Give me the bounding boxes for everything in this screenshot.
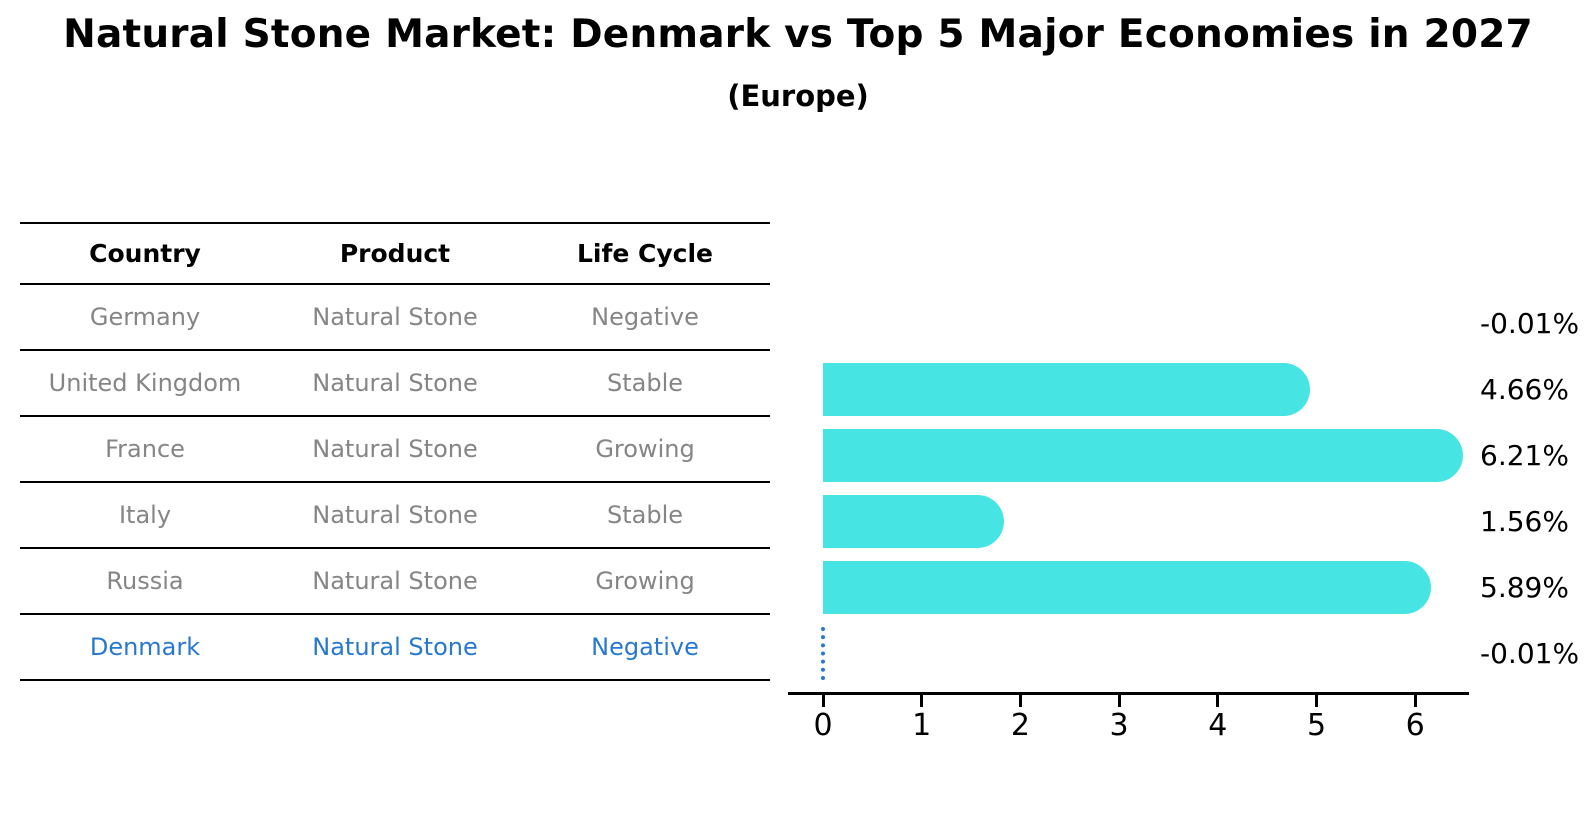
cell-country: Italy <box>118 501 172 529</box>
x-axis-tick-0 <box>821 695 825 707</box>
bar-value-label-russia: 5.89% <box>1480 571 1569 604</box>
table-row-italy: Italy Natural Stone Stable <box>20 483 770 549</box>
cell-life-cycle: Growing <box>595 567 695 595</box>
cell-country: Russia <box>106 567 184 595</box>
table-header-row: Country Product Life Cycle <box>20 224 770 285</box>
column-header-product: Product <box>339 239 451 268</box>
x-axis-line <box>788 692 1469 695</box>
x-axis-tick-label-1: 1 <box>912 708 932 743</box>
bar-italy <box>823 495 1004 548</box>
cell-product: Natural Stone <box>312 567 478 595</box>
cell-country: France <box>105 435 185 463</box>
x-axis-tick-label-5: 5 <box>1306 708 1327 743</box>
x-axis-tick-6 <box>1413 695 1417 707</box>
x-axis-tick-label-4: 4 <box>1208 708 1228 743</box>
cell-product: Natural Stone <box>312 501 478 529</box>
cell-life-cycle: Negative <box>591 303 699 331</box>
x-axis-tick-2 <box>1018 695 1022 707</box>
cell-product: Natural Stone <box>312 303 478 331</box>
bar-value-label-denmark: -0.01% <box>1480 637 1580 670</box>
column-header-country: Country <box>89 239 201 268</box>
bar-value-label-france: 6.21% <box>1480 439 1569 472</box>
table-row-germany: Germany Natural Stone Negative <box>20 285 770 351</box>
bar-value-label-italy: 1.56% <box>1480 505 1569 538</box>
cell-life-cycle: Stable <box>606 369 684 397</box>
cell-product: Natural Stone <box>312 435 478 463</box>
chart-subtitle: (Europe) <box>727 79 869 113</box>
cell-product: Natural Stone <box>312 633 478 661</box>
cell-country: Denmark <box>89 633 201 661</box>
highlight-zero-marker-denmark <box>821 627 825 680</box>
x-axis-tick-3 <box>1117 695 1121 707</box>
x-axis-tick-label-0: 0 <box>813 708 833 743</box>
x-axis-tick-4 <box>1216 695 1220 707</box>
x-axis-tick-5 <box>1315 695 1318 707</box>
cell-country: United Kingdom <box>48 369 242 397</box>
bar-value-label-germany: -0.01% <box>1480 307 1580 340</box>
x-axis-tick-1 <box>920 695 924 707</box>
table-row-denmark: Denmark Natural Stone Negative <box>20 615 770 681</box>
table-row-france: France Natural Stone Growing <box>20 417 770 483</box>
bar-russia <box>823 561 1432 614</box>
cell-life-cycle: Growing <box>595 435 695 463</box>
x-axis-tick-label-3: 3 <box>1109 708 1129 743</box>
chart-title: Natural Stone Market: Denmark vs Top 5 M… <box>63 12 1533 57</box>
bar-france <box>823 429 1463 482</box>
cell-product: Natural Stone <box>312 369 478 397</box>
cell-life-cycle: Stable <box>606 501 684 529</box>
bar-value-label-united-kingdom: 4.66% <box>1480 373 1569 406</box>
x-axis-tick-label-6: 6 <box>1405 708 1425 743</box>
cell-country: Germany <box>89 303 201 331</box>
country-table: Country Product Life Cycle Germany Natural … <box>20 222 770 681</box>
column-header-life-cycle: Life Cycle <box>576 239 714 268</box>
x-axis-tick-label-2: 2 <box>1010 708 1030 743</box>
country-table-body: Germany Natural Stone Negative United Kingd… <box>20 285 770 681</box>
bar-united-kingdom <box>823 363 1310 416</box>
table-row-united-kingdom: United Kingdom Natural Stone Stable <box>20 351 770 417</box>
table-row-russia: Russia Natural Stone Growing <box>20 549 770 615</box>
cell-life-cycle: Negative <box>591 633 699 661</box>
